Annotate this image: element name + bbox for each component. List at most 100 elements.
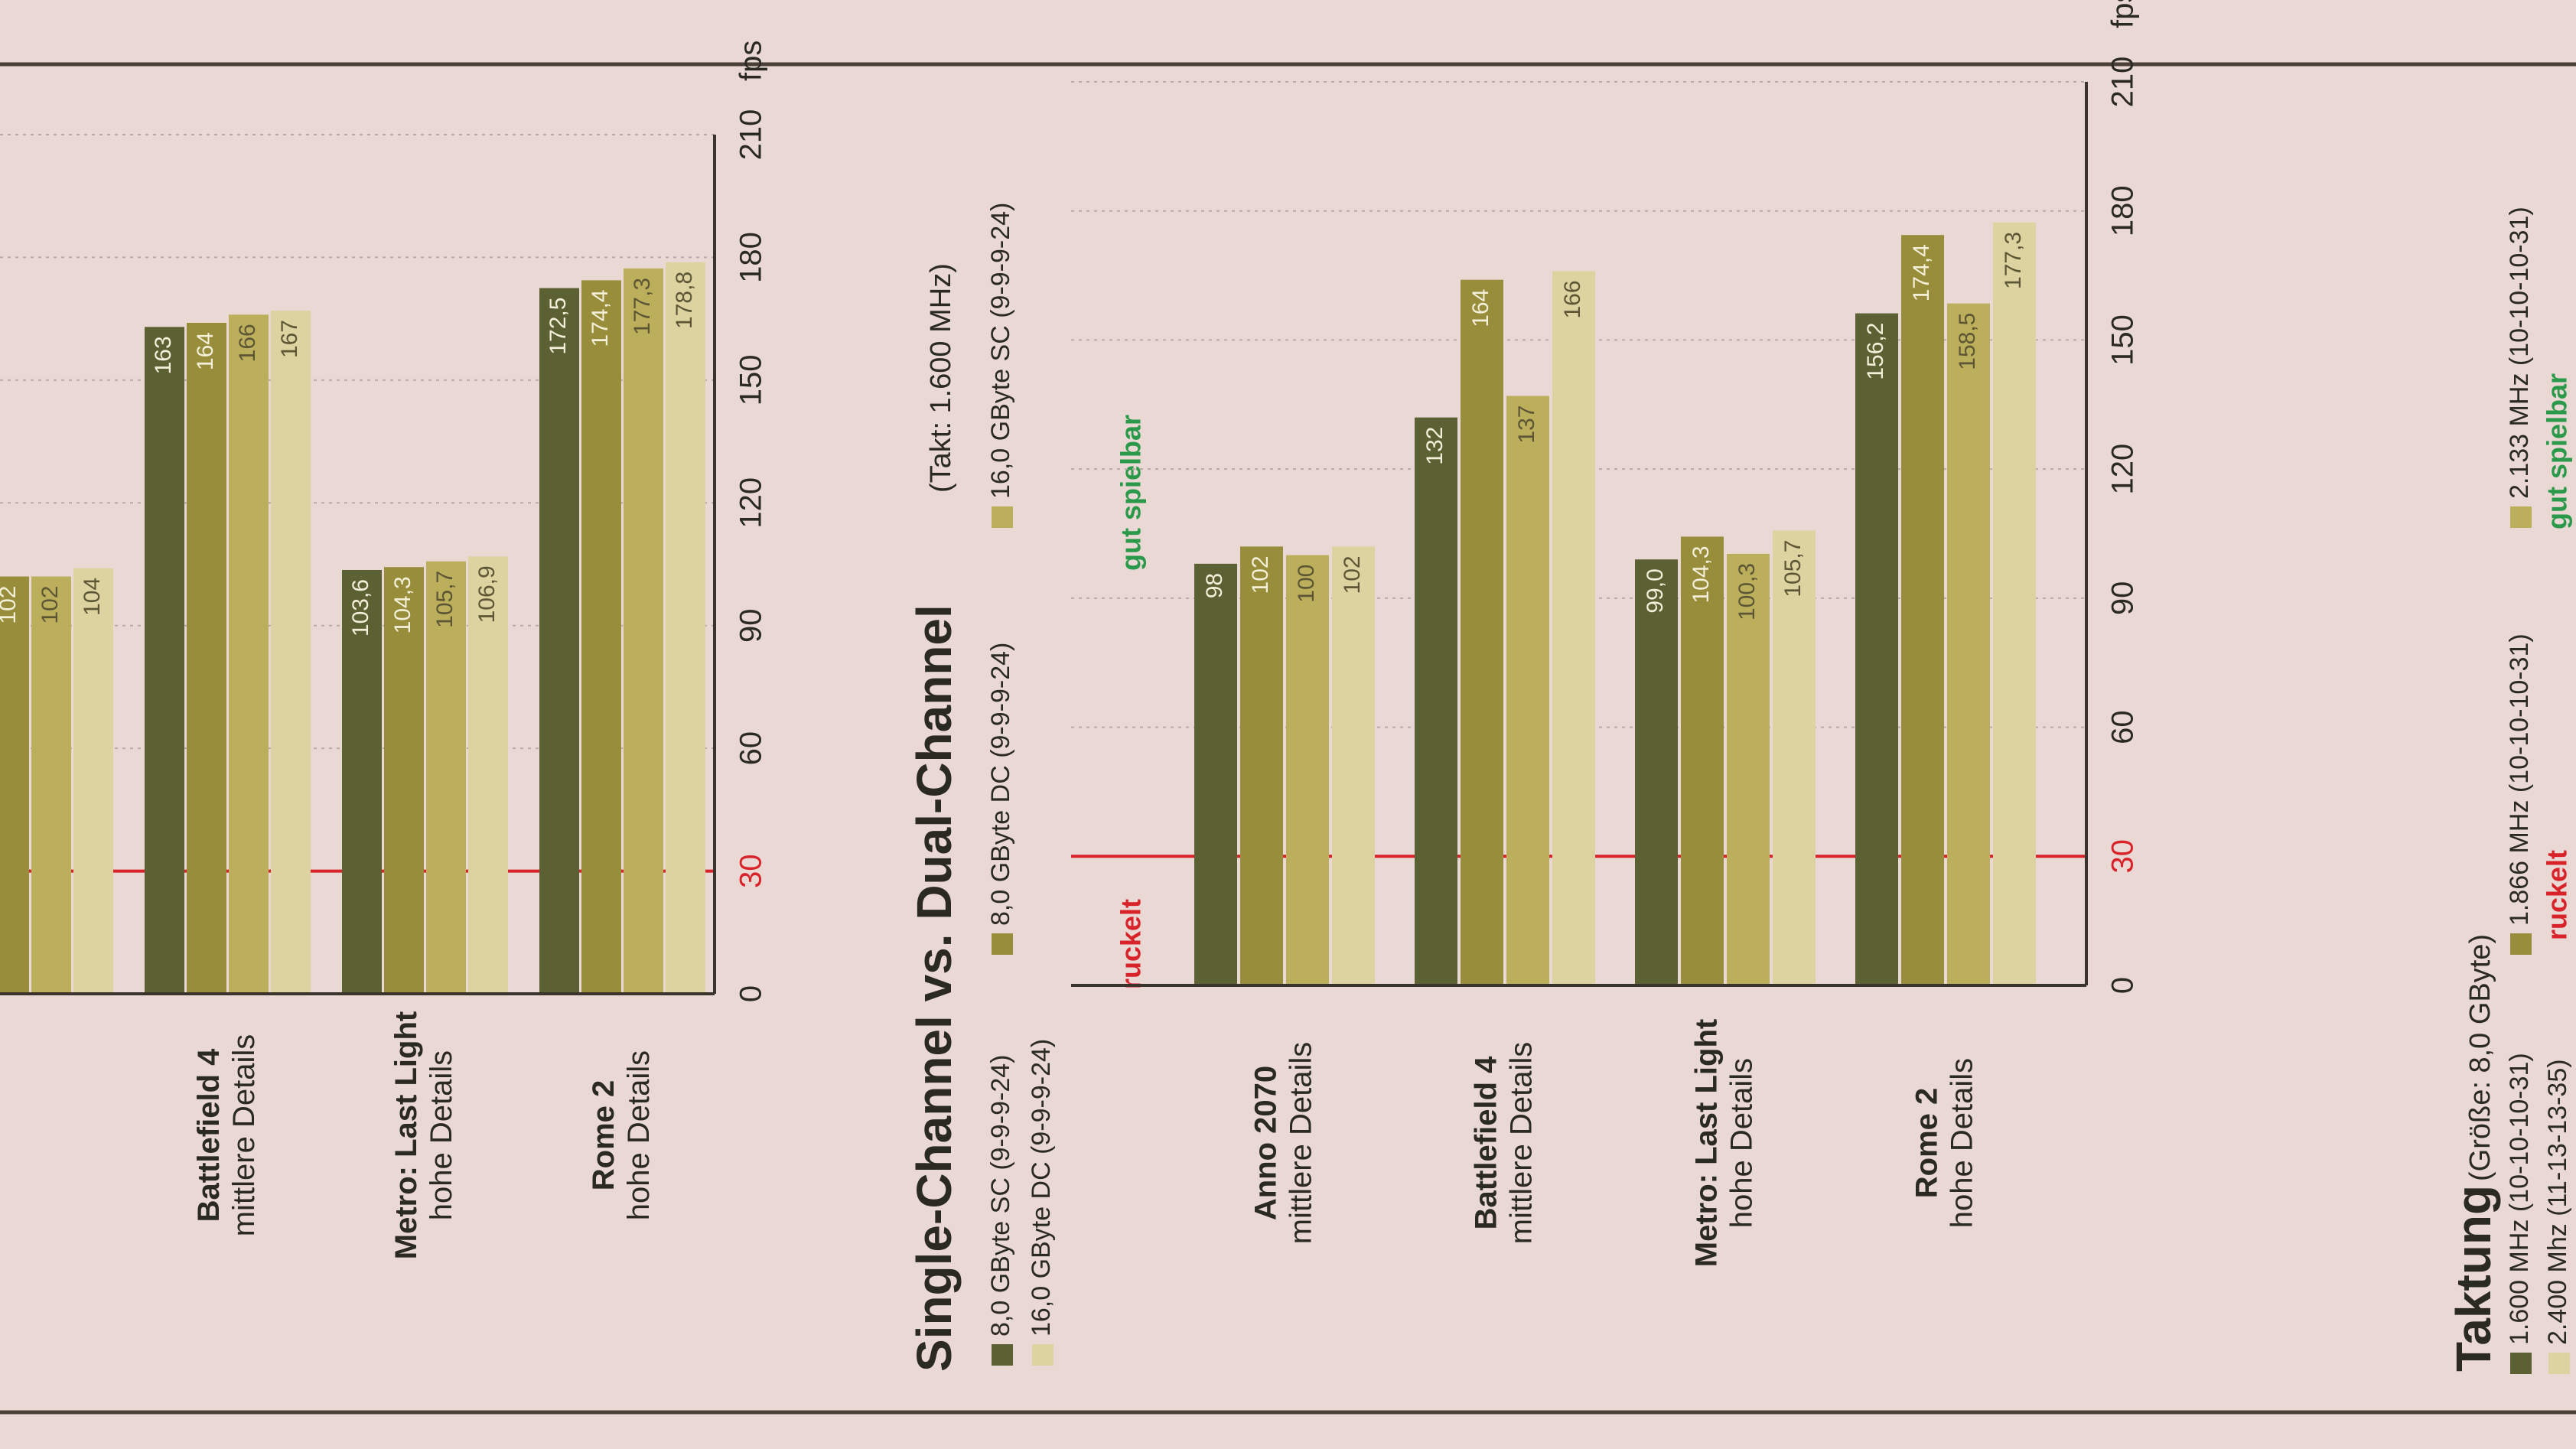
legend-label: 16,0 GByte DC (9-9-9-24) (1027, 1039, 1056, 1337)
x-tick-label: 180 (734, 232, 768, 283)
x-axis-label: fps (734, 41, 768, 81)
chart-title: Taktung (2446, 1185, 2501, 1372)
x-tick-label: 30 (2106, 839, 2140, 874)
x-tick-label: 120 (2106, 444, 2140, 495)
category-label: Metro: Last Light (1690, 1019, 1724, 1267)
rotated-page: 0 30 60 90 120 150 180 210 fps 102 102 104 Battlefie… (0, 0, 2576, 1415)
bar (1773, 530, 1816, 985)
x-tick-label: 60 (2106, 710, 2140, 744)
value-label: 174,4 (1909, 244, 1934, 301)
category-detail: hohe Details (425, 1050, 458, 1220)
value-label: 102 (37, 586, 63, 624)
legend-label: 1.600 MHz (10-10-10-31) (2505, 1053, 2534, 1345)
bar (1286, 555, 1329, 985)
value-label: 166 (1560, 280, 1585, 318)
value-label: 105,7 (432, 571, 458, 628)
legend-label: 8,0 GByte SC (9-9-9-24) (986, 1055, 1015, 1337)
category-label: Metro: Last Light (389, 1011, 423, 1259)
x-tick-label: 60 (734, 731, 768, 766)
bar (1332, 546, 1375, 985)
legend-label: 8,0 GByte DC (9-9-9-24) (986, 643, 1015, 926)
legend-label: 2.133 MHz (10-10-10-31) (2505, 207, 2534, 499)
x-axis-label: fps (2106, 0, 2140, 28)
value-label: 106,9 (474, 565, 500, 623)
bar (342, 569, 382, 994)
category-detail: mittlere Details (1505, 1042, 1539, 1245)
bar (73, 568, 113, 994)
annotation-high: gut spielbar (2542, 373, 2573, 529)
chart-title: Single-Channel vs. Dual-Channel (907, 604, 962, 1372)
legend-label: 2.400 Mhz (11-13-13-35) (2543, 1059, 2572, 1345)
bar (1727, 553, 1770, 985)
category-detail: hohe Details (1725, 1058, 1759, 1228)
bar (1681, 536, 1724, 985)
bar (1635, 559, 1678, 985)
value-label: 99,0 (1643, 568, 1668, 613)
annotation-low: ruckelt (2542, 850, 2573, 940)
chart-subtitle: (Größe: 8,0 GByte) (2464, 934, 2496, 1181)
value-label: 166 (235, 324, 260, 362)
bar (1552, 271, 1595, 985)
bar (145, 327, 184, 994)
category-detail: mittlere Details (227, 1034, 261, 1237)
x-tick-label: 90 (734, 608, 768, 643)
bar (666, 262, 705, 994)
value-label: 100 (1294, 565, 1319, 603)
x-tick-label: 90 (2106, 581, 2140, 616)
value-label: 167 (277, 320, 302, 358)
legend-swatch (2510, 1353, 2532, 1374)
bar (187, 322, 226, 994)
value-label: 104 (80, 578, 105, 616)
bar (468, 556, 508, 994)
value-label: 102 (1248, 555, 1273, 594)
bar (1415, 417, 1457, 985)
legend-swatch (992, 933, 1013, 955)
x-tick-label: 180 (2106, 185, 2140, 236)
bar (539, 288, 579, 994)
value-label: 177,3 (630, 278, 655, 335)
x-tick-label: 150 (2106, 314, 2140, 366)
x-tick-label: 30 (734, 854, 768, 888)
value-label: 164 (193, 332, 218, 370)
value-label: 137 (1514, 405, 1539, 444)
legend-swatch (992, 1344, 1013, 1366)
x-tick-label: 150 (734, 354, 768, 405)
category-label: Battlefield 4 (1470, 1056, 1503, 1229)
legend-swatch (1032, 1344, 1054, 1366)
value-label: 156,2 (1863, 323, 1888, 380)
value-label: 132 (1422, 427, 1448, 465)
bar (1461, 279, 1503, 985)
bar (624, 268, 663, 994)
value-label: 104,3 (390, 576, 415, 633)
category-detail: hohe Details (1946, 1058, 1979, 1228)
value-label: 98 (1202, 573, 1227, 598)
bar (271, 310, 311, 994)
legend-swatch (2510, 933, 2532, 955)
category-detail: hohe Details (622, 1050, 656, 1220)
legend-label: 1.866 MHz (10-10-10-31) (2505, 633, 2534, 926)
legend-swatch (992, 506, 1013, 528)
legend-swatch (2548, 1353, 2570, 1374)
value-label: 102 (0, 586, 21, 624)
x-tick-label: 120 (734, 477, 768, 529)
category-detail: mittlere Details (1285, 1042, 1318, 1245)
category-label: Rome 2 (1910, 1088, 1944, 1199)
value-label: 174,4 (588, 289, 613, 347)
value-label: 102 (1340, 555, 1365, 594)
bar (1901, 235, 1944, 985)
value-label: 178,8 (672, 272, 697, 329)
value-label: 104,3 (1689, 545, 1714, 603)
category-label: Battlefield 4 (192, 1048, 226, 1222)
x-tick-label: 0 (734, 985, 768, 1002)
legend-label: 16,0 GByte SC (9-9-9-24) (986, 203, 1015, 499)
annotation-low: ruckelt (1115, 899, 1147, 989)
bar (384, 567, 424, 994)
legend-swatch (2510, 506, 2532, 528)
category-label: Anno 2070 (1249, 1066, 1283, 1220)
value-label: 172,5 (545, 298, 571, 355)
bar (229, 314, 269, 994)
x-tick-label: 210 (2106, 57, 2140, 108)
value-label: 158,5 (1955, 313, 1980, 370)
bar (1194, 563, 1237, 985)
